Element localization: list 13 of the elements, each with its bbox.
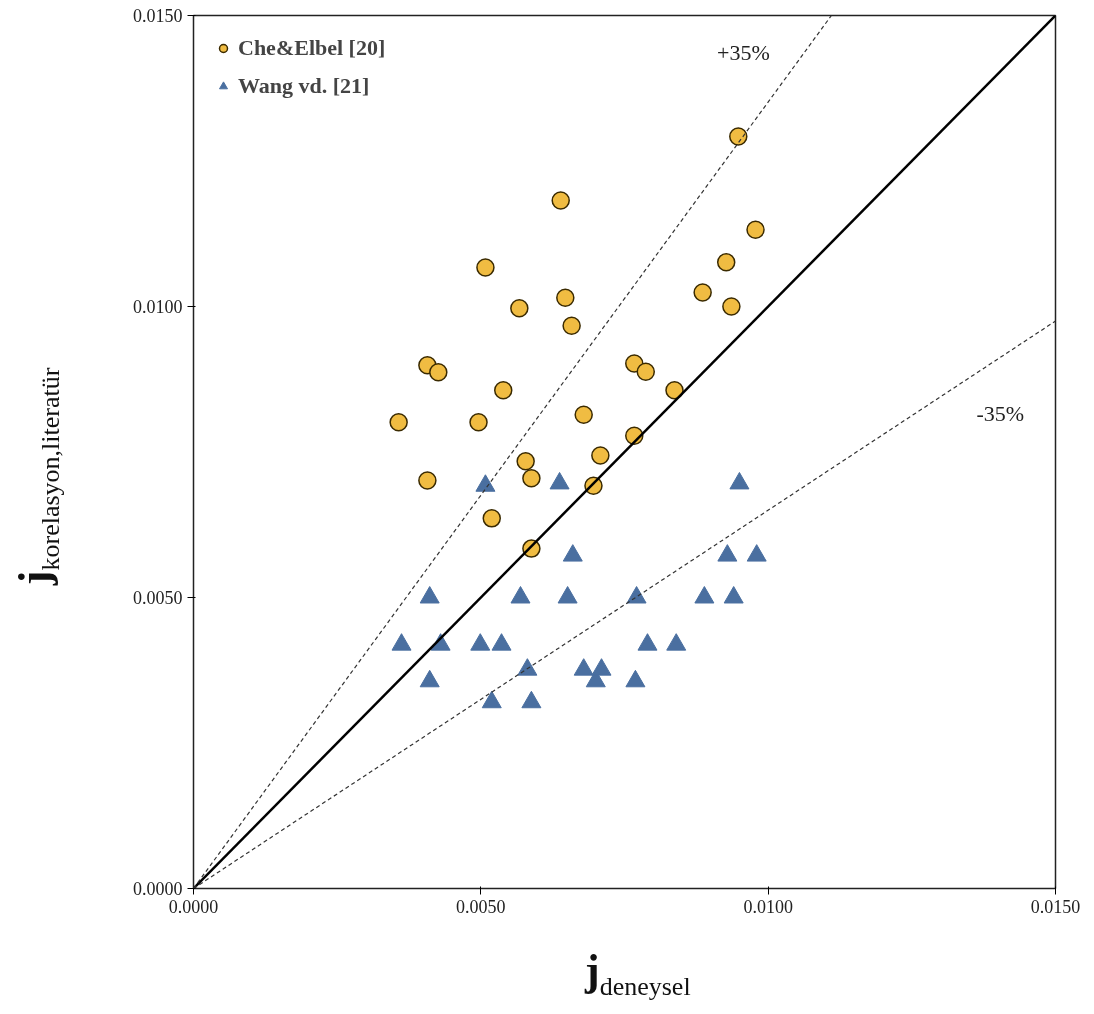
x-tick-label: 0.0100 xyxy=(743,896,793,917)
y-tick-label: 0.0100 xyxy=(133,297,183,317)
x-tick-label: 0.0000 xyxy=(168,896,219,917)
x-tick-label: 0.0150 xyxy=(1030,896,1081,917)
annotation: -35% xyxy=(976,401,1025,427)
y-axis-title: jkorelasyon,literatür xyxy=(9,367,65,586)
annotation: +35% xyxy=(717,40,770,66)
legend-label: Wang vd. [21] xyxy=(238,73,370,99)
legend-label: Che&Elbel [20] xyxy=(238,35,386,61)
x-tick-label: 0.0050 xyxy=(456,896,506,917)
y-tick-label: 0.0000 xyxy=(133,879,183,899)
y-tick-label: 0.0050 xyxy=(133,588,183,608)
y-tick-label: 0.0150 xyxy=(133,6,183,26)
